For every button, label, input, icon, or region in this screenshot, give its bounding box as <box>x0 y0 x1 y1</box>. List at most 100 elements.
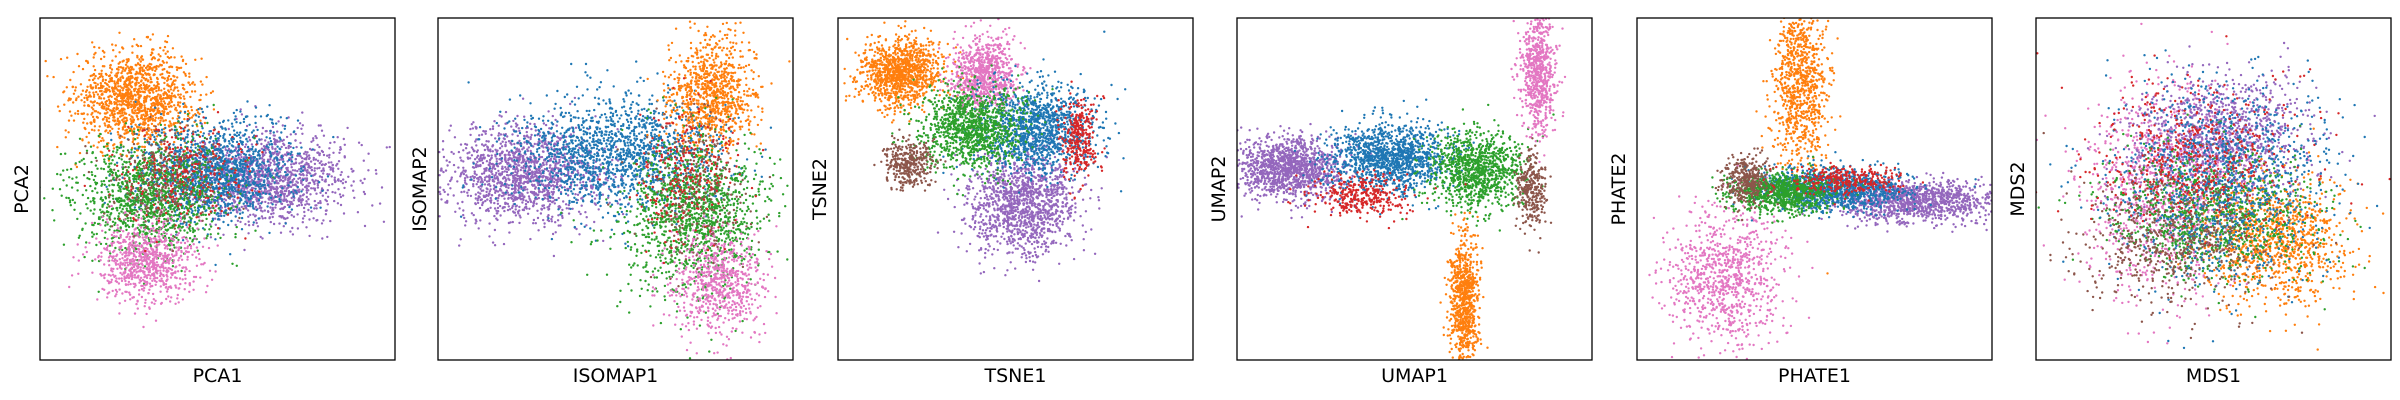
scatter-point <box>229 211 233 214</box>
scatter-point <box>263 147 266 150</box>
scatter-point <box>305 184 308 188</box>
scatter-point <box>305 191 309 194</box>
scatter-point <box>73 201 77 204</box>
scatter-point <box>294 189 297 192</box>
scatter-point <box>313 169 316 172</box>
scatter-point <box>152 140 155 144</box>
scatter-point <box>145 133 148 136</box>
scatter-point <box>342 178 345 181</box>
scatter-point <box>161 97 164 101</box>
scatter-point <box>290 150 293 154</box>
scatter-point <box>217 217 220 221</box>
scatter-point <box>193 220 196 224</box>
scatter-point <box>161 68 164 71</box>
scatter-point <box>233 149 236 152</box>
scatter-point <box>193 143 197 146</box>
scatter-point <box>119 143 123 147</box>
scatter-point <box>79 212 82 215</box>
scatter-point <box>173 104 176 107</box>
scatter-point <box>196 192 199 195</box>
scatter-point <box>121 207 124 211</box>
scatter-point <box>131 132 134 135</box>
scatter-point <box>288 205 291 209</box>
scatter-point <box>242 134 246 137</box>
scatter-point <box>259 235 262 239</box>
scatter-point <box>104 102 108 106</box>
scatter-point <box>164 208 168 211</box>
scatter-point <box>238 212 242 215</box>
scatter-point <box>301 132 304 135</box>
scatter-point <box>282 225 285 228</box>
scatter-point <box>133 38 136 41</box>
scatter-point <box>299 141 302 145</box>
scatter-point <box>93 119 96 122</box>
scatter-point <box>152 91 155 94</box>
scatter-point <box>170 100 173 104</box>
scatter-point <box>127 67 131 70</box>
scatter-point <box>208 207 211 210</box>
scatter-point <box>274 203 278 206</box>
scatter-point <box>94 86 98 90</box>
scatter-point <box>290 163 293 166</box>
scatter-point <box>278 215 281 218</box>
scatter-point <box>298 188 301 191</box>
scatter-point <box>261 196 264 199</box>
scatter-point <box>59 173 62 176</box>
scatter-point <box>74 86 78 89</box>
scatter-point <box>297 198 300 202</box>
scatter-point <box>241 187 244 190</box>
scatter-point <box>113 163 117 166</box>
scatter-point <box>282 192 286 196</box>
scatter-point <box>137 206 141 209</box>
scatter-point <box>185 152 188 155</box>
scatter-point <box>336 202 340 205</box>
scatter-point <box>202 213 205 216</box>
scatter-point <box>220 197 223 201</box>
scatter-point <box>231 125 234 128</box>
scatter-point <box>137 91 140 94</box>
scatter-point <box>249 162 252 166</box>
scatter-point <box>107 131 110 134</box>
scatter-point <box>136 156 140 159</box>
scatter-point <box>243 205 246 208</box>
scatter-point <box>262 191 265 195</box>
scatter-point <box>88 91 91 94</box>
scatter-point <box>198 112 201 116</box>
scatter-point <box>165 172 169 175</box>
scatter-point <box>261 171 264 175</box>
scatter-point <box>296 189 299 192</box>
scatter-point <box>235 108 238 112</box>
scatter-point <box>233 133 236 136</box>
scatter-point <box>306 151 309 154</box>
scatter-point <box>173 83 176 86</box>
scatter-point <box>162 100 166 103</box>
scatter-point <box>109 252 112 255</box>
scatter-point <box>328 173 331 176</box>
scatter-point <box>130 129 134 133</box>
scatter-point <box>179 93 182 96</box>
scatter-point <box>177 89 180 93</box>
scatter-point <box>295 191 298 194</box>
scatter-point <box>239 159 243 162</box>
scatter-point <box>82 121 85 124</box>
scatter-point <box>178 105 181 108</box>
scatter-point <box>185 201 188 204</box>
scatter-point <box>247 215 250 218</box>
scatter-point <box>342 137 345 141</box>
scatter-point <box>102 145 106 148</box>
scatter-point <box>313 207 316 210</box>
scatter-point <box>292 173 295 176</box>
scatter-point <box>145 131 148 134</box>
scatter-point <box>175 109 178 112</box>
scatter-point <box>316 143 319 147</box>
scatter-point <box>173 140 176 144</box>
scatter-point <box>89 84 92 87</box>
scatter-point <box>120 158 123 161</box>
scatter-point <box>190 116 194 119</box>
scatter-point <box>121 114 125 117</box>
scatter-point <box>173 56 176 59</box>
scatter-point <box>343 143 346 146</box>
scatter-point <box>204 189 207 192</box>
scatter-point <box>154 151 158 154</box>
scatter-point <box>151 133 154 137</box>
